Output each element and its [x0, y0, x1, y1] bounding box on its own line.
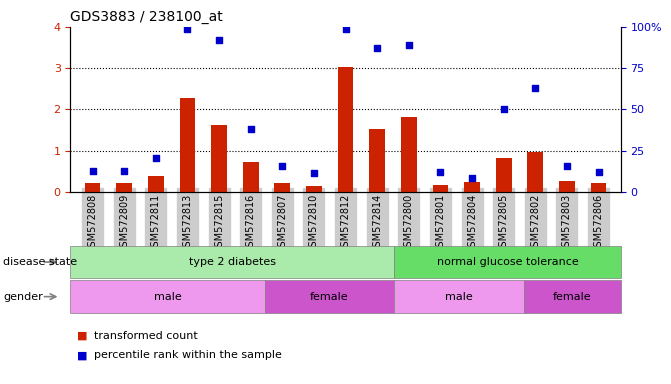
Text: disease state: disease state: [3, 257, 77, 267]
Point: [119, 167, 130, 174]
Bar: [433, 185, 448, 192]
Point: [530, 85, 541, 91]
Bar: [338, 67, 354, 192]
Text: female: female: [553, 291, 591, 302]
Bar: [496, 158, 511, 192]
Bar: [464, 182, 480, 192]
Text: type 2 diabetes: type 2 diabetes: [189, 257, 276, 267]
Text: female: female: [310, 291, 349, 302]
Point: [340, 26, 351, 32]
Point: [372, 45, 382, 51]
Point: [246, 126, 256, 132]
Point: [213, 37, 224, 43]
Text: transformed count: transformed count: [94, 331, 198, 341]
Bar: [527, 152, 544, 192]
Bar: [369, 129, 385, 192]
Bar: [180, 98, 195, 192]
Bar: [306, 186, 322, 192]
Bar: [116, 183, 132, 192]
Point: [182, 26, 193, 32]
Text: male: male: [445, 291, 473, 302]
Bar: [148, 176, 164, 192]
Point: [499, 106, 509, 112]
Text: normal glucose tolerance: normal glucose tolerance: [437, 257, 578, 267]
Point: [435, 169, 446, 175]
Bar: [559, 181, 575, 192]
Point: [277, 163, 288, 169]
Point: [467, 174, 478, 180]
Bar: [590, 183, 607, 192]
Bar: [211, 125, 227, 192]
Text: ■: ■: [77, 331, 88, 341]
Point: [593, 169, 604, 175]
Text: GDS3883 / 238100_at: GDS3883 / 238100_at: [70, 10, 223, 25]
Bar: [243, 162, 258, 192]
Point: [562, 163, 572, 169]
Point: [150, 155, 161, 161]
Bar: [85, 183, 101, 192]
Text: gender: gender: [3, 291, 43, 302]
Text: ■: ■: [77, 350, 88, 360]
Point: [87, 167, 98, 174]
Point: [403, 42, 414, 48]
Text: percentile rank within the sample: percentile rank within the sample: [94, 350, 282, 360]
Text: male: male: [154, 291, 181, 302]
Point: [309, 170, 319, 177]
Bar: [274, 183, 291, 192]
Bar: [401, 117, 417, 192]
